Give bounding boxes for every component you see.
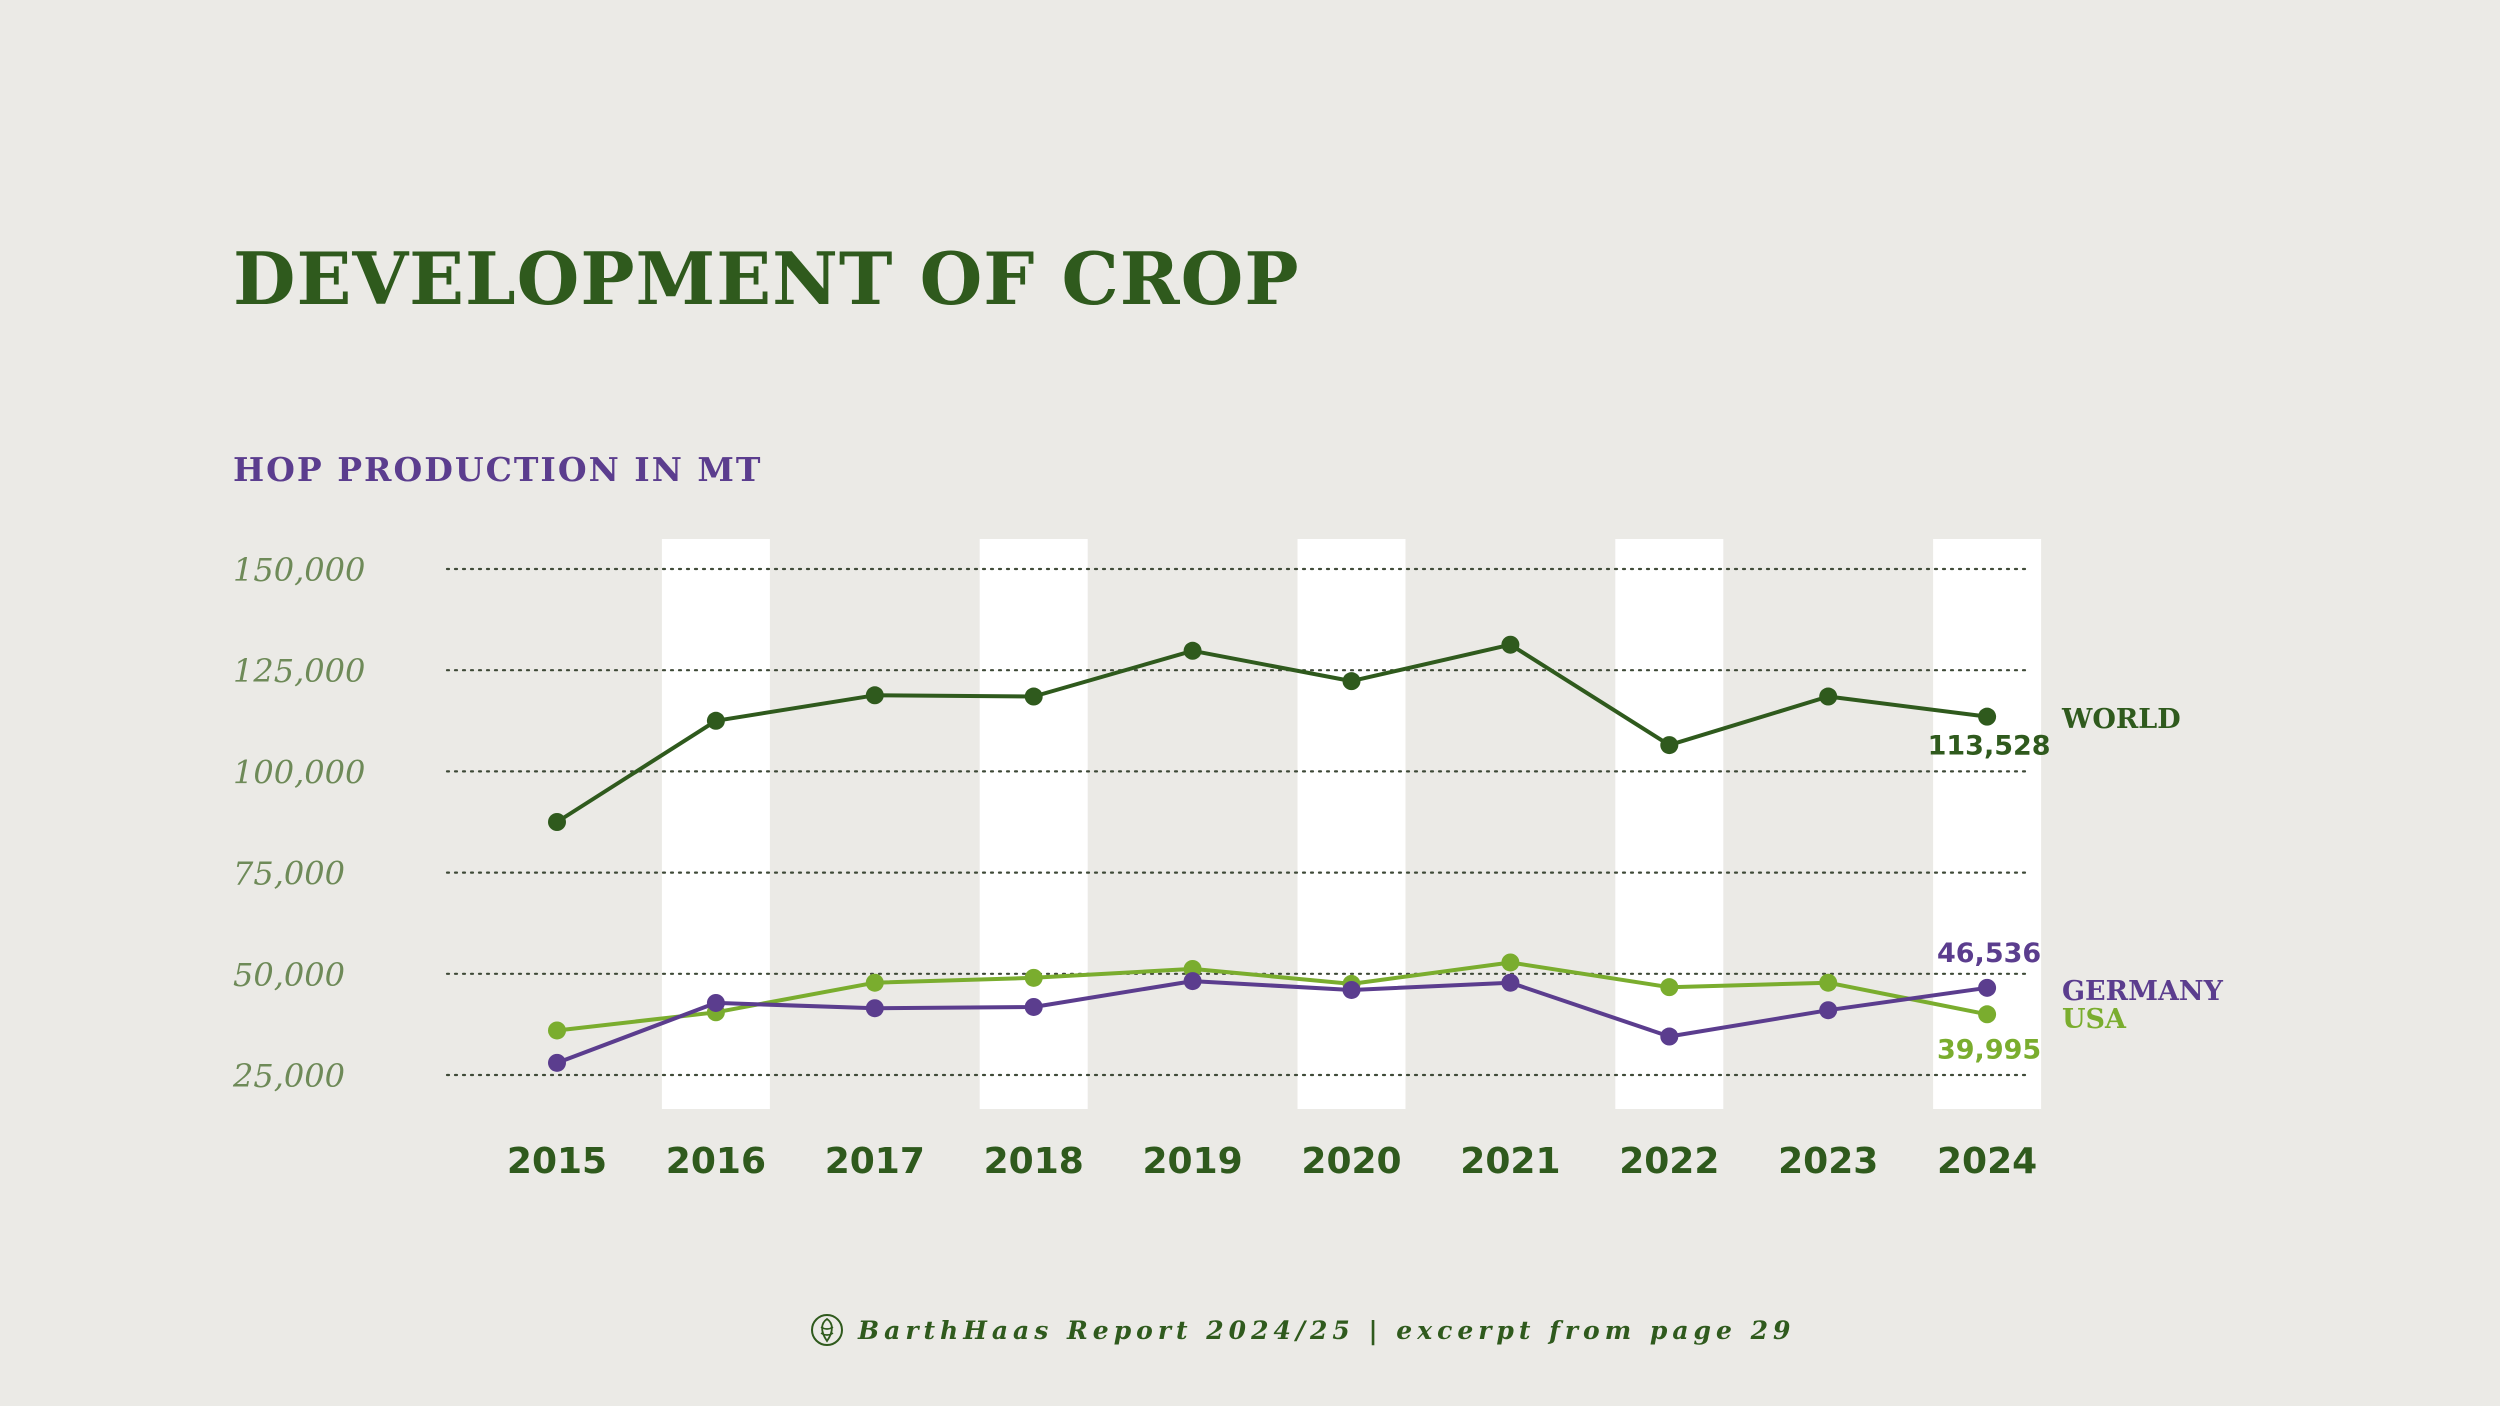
data-point-usa (1501, 953, 1520, 972)
data-point-world (1024, 687, 1043, 706)
x-tick-label: 2022 (1619, 1141, 1719, 1182)
data-point-germany (1819, 1001, 1838, 1020)
x-tick-label: 2021 (1460, 1141, 1560, 1182)
year-band-2024 (1933, 539, 2042, 1109)
x-tick-label: 2018 (984, 1141, 1084, 1182)
hop-cone-icon (811, 1314, 843, 1346)
data-point-world (865, 686, 884, 705)
year-band-2016 (661, 539, 770, 1109)
data-point-world (548, 813, 566, 831)
data-point-world (706, 711, 725, 730)
year-band-2020 (1297, 539, 1406, 1109)
data-point-germany (706, 993, 725, 1012)
year-band-2022 (1615, 539, 1724, 1109)
x-tick-label: 2016 (666, 1141, 766, 1182)
data-point-germany (1660, 1027, 1679, 1046)
data-point-world (1819, 687, 1838, 706)
data-point-usa (1819, 973, 1838, 992)
data-point-germany (1342, 980, 1361, 999)
y-tick-label: 150,000 (233, 551, 365, 589)
y-tick-label: 75,000 (233, 855, 345, 893)
data-point-germany (1183, 972, 1202, 991)
series-line-germany (556, 979, 1988, 1065)
footer-text: BarthHaas Report 2024/25 | excerpt from … (858, 1315, 1796, 1345)
end-value-label-usa: 39,995 (1937, 1034, 2041, 1065)
data-point-germany (1501, 973, 1520, 992)
chart-subtitle: HOP PRODUCTION IN MT (233, 450, 763, 489)
x-tick-label: 2019 (1142, 1141, 1242, 1182)
x-tick-label: 2017 (825, 1141, 925, 1182)
data-point-usa (1660, 978, 1679, 997)
y-tick-label: 100,000 (233, 753, 365, 791)
footer-citation: BarthHaas Report 2024/25 | excerpt from … (810, 1313, 1795, 1347)
data-point-usa (1024, 968, 1043, 987)
data-point-world (1183, 641, 1202, 660)
data-point-germany (1978, 978, 1997, 997)
data-point-world (1342, 672, 1361, 691)
data-point-world (1501, 635, 1520, 654)
data-point-usa (548, 1021, 566, 1040)
y-tick-label: 50,000 (233, 956, 345, 994)
x-tick-label: 2015 (507, 1141, 607, 1182)
end-value-label-world: 113,528 (1928, 731, 2051, 762)
legend-label-world: WORLD (2061, 704, 2181, 735)
page-title: DEVELOPMENT OF CROP (233, 236, 1300, 321)
series-line-usa (556, 960, 1988, 1033)
data-point-usa (1978, 1005, 1997, 1024)
series-line-world (555, 642, 1988, 824)
data-point-usa (865, 973, 884, 992)
x-tick-label: 2024 (1937, 1141, 2037, 1182)
year-band-2018 (979, 539, 1088, 1109)
x-tick-label: 2023 (1778, 1141, 1878, 1182)
data-point-world (1660, 736, 1679, 755)
end-value-label-germany: 46,536 (1937, 938, 2041, 969)
legend-label-germany: GERMANY (2062, 976, 2224, 1007)
y-tick-label: 125,000 (233, 652, 365, 690)
x-tick-label: 2020 (1301, 1141, 1401, 1182)
data-point-germany (1024, 997, 1043, 1016)
data-point-germany (865, 999, 884, 1018)
data-point-germany (548, 1053, 566, 1072)
y-tick-label: 25,000 (232, 1057, 345, 1095)
data-point-world (1978, 707, 1997, 726)
legend-label-usa: USA (2062, 1004, 2127, 1035)
